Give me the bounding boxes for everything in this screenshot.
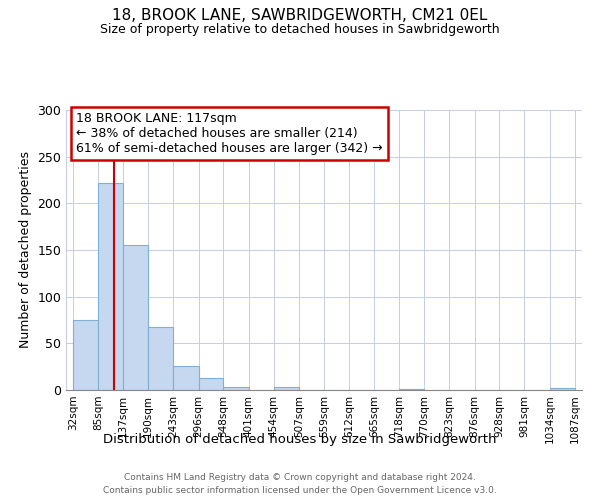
Bar xyxy=(123,246,148,390)
Bar xyxy=(223,387,248,390)
Bar xyxy=(199,378,223,390)
Bar xyxy=(148,328,173,390)
Text: Contains HM Land Registry data © Crown copyright and database right 2024.: Contains HM Land Registry data © Crown c… xyxy=(124,472,476,482)
Text: Distribution of detached houses by size in Sawbridgeworth: Distribution of detached houses by size … xyxy=(103,432,497,446)
Y-axis label: Number of detached properties: Number of detached properties xyxy=(19,152,32,348)
Bar xyxy=(73,320,98,390)
Bar xyxy=(550,388,575,390)
Text: 18 BROOK LANE: 117sqm
← 38% of detached houses are smaller (214)
61% of semi-det: 18 BROOK LANE: 117sqm ← 38% of detached … xyxy=(76,112,383,155)
Text: 18, BROOK LANE, SAWBRIDGEWORTH, CM21 0EL: 18, BROOK LANE, SAWBRIDGEWORTH, CM21 0EL xyxy=(112,8,488,22)
Text: Contains public sector information licensed under the Open Government Licence v3: Contains public sector information licen… xyxy=(103,486,497,495)
Bar xyxy=(173,366,199,390)
Text: Size of property relative to detached houses in Sawbridgeworth: Size of property relative to detached ho… xyxy=(100,22,500,36)
Bar xyxy=(98,183,123,390)
Bar xyxy=(400,389,424,390)
Bar xyxy=(274,387,299,390)
